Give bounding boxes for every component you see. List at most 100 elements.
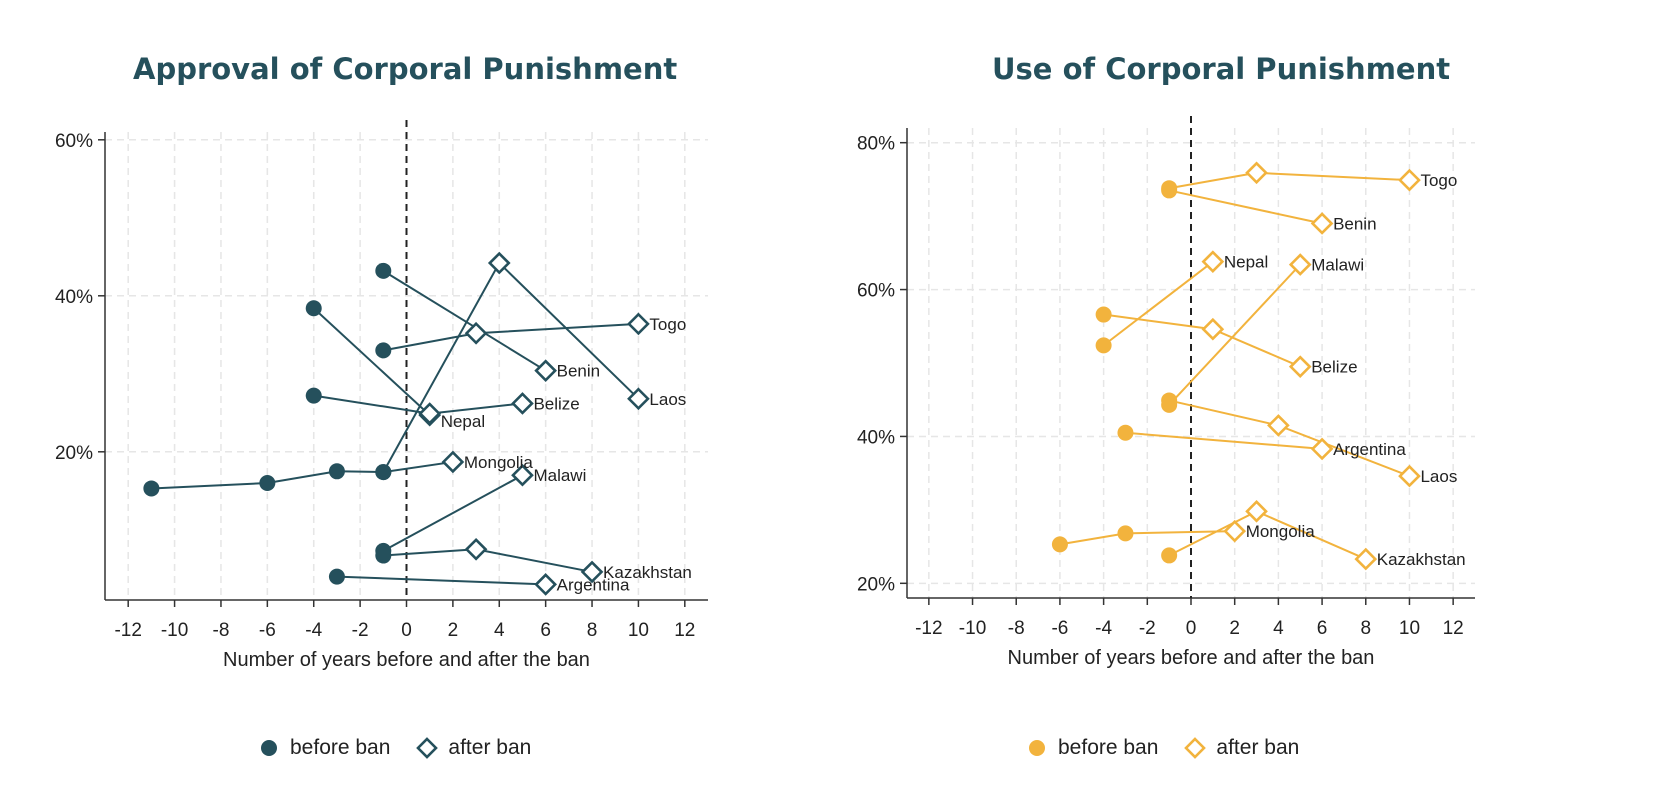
country-label: Belize bbox=[1311, 358, 1357, 377]
after-ban-point bbox=[511, 392, 534, 415]
x-tick-label: -4 bbox=[305, 620, 322, 641]
filled-circle-marker-icon bbox=[261, 740, 277, 756]
x-tick-label: -2 bbox=[1139, 618, 1156, 639]
before-ban-point bbox=[1161, 392, 1178, 409]
x-tick-label: 2 bbox=[1229, 618, 1240, 639]
after-ban-point bbox=[534, 573, 557, 596]
series-line bbox=[1168, 263, 1301, 406]
x-tick-label: 12 bbox=[1443, 618, 1464, 639]
country-label: Benin bbox=[1333, 214, 1376, 233]
country-label: Kazakhstan bbox=[603, 563, 692, 582]
x-tick-label: -10 bbox=[161, 620, 188, 641]
country-label: Nepal bbox=[441, 412, 485, 431]
x-tick-label: 6 bbox=[540, 620, 551, 641]
after-ban-point bbox=[511, 463, 534, 487]
use-chart-panel: Use of Corporal Punishment -12 -10 -8 -6 -4-… bbox=[829, 0, 1658, 794]
y-tick-label: 40% bbox=[55, 287, 93, 308]
country-label: Togo bbox=[649, 315, 686, 334]
x-tick-label: 4 bbox=[494, 620, 505, 641]
x-tick-label: -6 bbox=[259, 620, 276, 641]
series-line bbox=[383, 548, 593, 573]
after-ban-point bbox=[1398, 168, 1421, 192]
y-tick-label: 60% bbox=[857, 281, 895, 302]
filled-circle-marker-icon bbox=[1029, 740, 1045, 756]
y-tick-label: 20% bbox=[857, 574, 895, 595]
x-tick-label: 6 bbox=[1317, 618, 1328, 639]
legend-label-before: before ban bbox=[1058, 736, 1159, 759]
country-label: Mongolia bbox=[1246, 522, 1316, 541]
before-ban-point bbox=[143, 480, 160, 497]
x-tick-label: -8 bbox=[1008, 618, 1025, 639]
country-label: Belize bbox=[533, 394, 579, 413]
country-label: Nepal bbox=[1224, 253, 1268, 272]
x-tick-label: -4 bbox=[1095, 618, 1112, 639]
after-ban-point bbox=[1354, 547, 1378, 571]
before-ban-point bbox=[259, 475, 276, 491]
x-tick-label: -2 bbox=[352, 620, 369, 641]
chart-title: Use of Corporal Punishment bbox=[992, 52, 1451, 86]
before-ban-point bbox=[375, 464, 392, 481]
country-label: Togo bbox=[1420, 171, 1457, 190]
chart-title: Approval of Corporal Punishment bbox=[133, 52, 678, 86]
after-ban-point bbox=[1310, 437, 1334, 461]
series-line bbox=[336, 575, 546, 586]
series-line bbox=[1125, 431, 1323, 450]
country-label: Benin bbox=[557, 362, 600, 381]
after-ban-point bbox=[418, 402, 442, 425]
before-ban-point bbox=[328, 463, 345, 480]
before-ban-point bbox=[1161, 547, 1178, 564]
after-ban-point bbox=[1245, 161, 1268, 185]
y-tick-label: 20% bbox=[55, 443, 93, 464]
after-ban-point bbox=[1201, 317, 1225, 341]
country-label: Malawi bbox=[1311, 256, 1364, 275]
before-ban-point bbox=[1051, 536, 1068, 553]
before-ban-point bbox=[1161, 182, 1178, 199]
x-tick-label: 8 bbox=[587, 620, 598, 641]
hollow-diamond-marker-icon bbox=[1184, 737, 1207, 759]
after-ban-point bbox=[580, 560, 604, 584]
y-tick-label: 80% bbox=[857, 134, 895, 155]
country-label: Malawi bbox=[533, 466, 586, 485]
legend: before ban after ban bbox=[258, 736, 557, 760]
x-axis-title: Number of years before and after the ban bbox=[223, 649, 590, 671]
after-ban-point bbox=[464, 537, 488, 561]
use-plot: -12 -10 -8 -6 -4 -2 0 2 4 6 8 10 12 20% 40% 60% 80% Numbe… bbox=[857, 116, 1475, 669]
series-line bbox=[382, 269, 547, 372]
before-ban-point bbox=[375, 262, 392, 279]
country-label: Laos bbox=[649, 390, 686, 409]
x-tick-label: -12 bbox=[915, 618, 942, 639]
series-line bbox=[1168, 399, 1410, 478]
legend-label-before: before ban bbox=[290, 736, 391, 759]
before-ban-point bbox=[375, 547, 392, 564]
legend-item-before: before ban bbox=[258, 736, 390, 760]
hollow-diamond-marker-icon bbox=[416, 737, 439, 759]
after-ban-point bbox=[534, 359, 557, 383]
series-line bbox=[313, 307, 431, 416]
after-ban-point bbox=[464, 321, 488, 345]
x-tick-label: 0 bbox=[401, 620, 412, 641]
series-line bbox=[382, 474, 523, 552]
x-tick-label: -12 bbox=[114, 620, 141, 641]
before-ban-point bbox=[305, 300, 322, 317]
legend-item-after: after ban bbox=[416, 736, 531, 760]
x-tick-label: 2 bbox=[448, 620, 459, 641]
before-ban-point bbox=[1117, 525, 1134, 542]
x-tick-label: 10 bbox=[628, 620, 649, 641]
series-line bbox=[1103, 260, 1214, 347]
after-ban-point bbox=[627, 312, 650, 336]
legend-label-after: after ban bbox=[1216, 736, 1300, 759]
series-line bbox=[1168, 171, 1410, 190]
x-tick-label: 12 bbox=[674, 620, 695, 641]
series-line bbox=[151, 460, 454, 490]
approval-chart-panel: Approval of Corporal Punishment -12 -10 -8… bbox=[55, 52, 708, 760]
legend: before ban after ban bbox=[1026, 736, 1325, 760]
country-label: Argentina bbox=[1333, 440, 1406, 459]
y-tick-label: 40% bbox=[857, 427, 895, 448]
country-label: Kazakhstan bbox=[1377, 550, 1466, 569]
after-ban-point bbox=[1223, 519, 1247, 543]
x-tick-label: 8 bbox=[1360, 618, 1371, 639]
country-label: Mongolia bbox=[464, 453, 534, 472]
after-ban-point bbox=[1245, 500, 1268, 523]
y-tick-label: 60% bbox=[55, 131, 93, 152]
legend-label-after: after ban bbox=[448, 736, 532, 759]
